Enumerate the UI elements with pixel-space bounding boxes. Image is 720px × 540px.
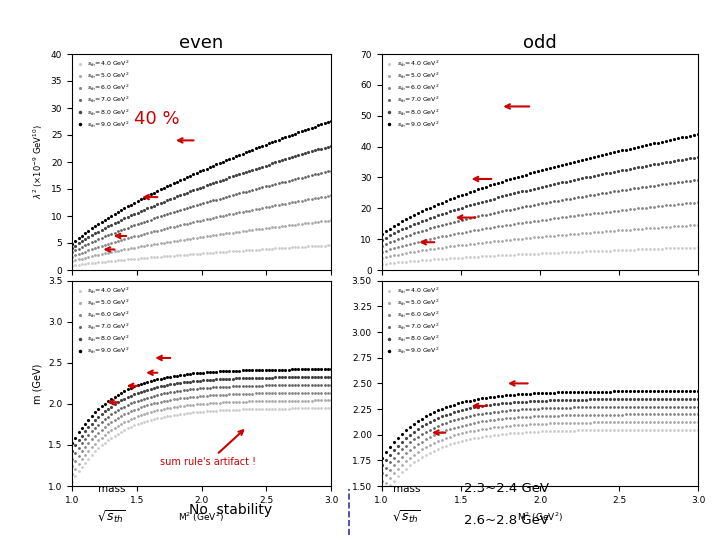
Legend: $s_{th}$=4.0 GeV$^2$, $s_{th}$=5.0 GeV$^2$, $s_{th}$=6.0 GeV$^2$, $s_{th}$=7.0 G: $s_{th}$=4.0 GeV$^2$, $s_{th}$=5.0 GeV$^… xyxy=(75,57,131,131)
Title: odd: odd xyxy=(523,35,557,52)
Text: mass: mass xyxy=(98,484,125,494)
Title: even: even xyxy=(179,35,224,52)
Legend: $s_{th}$=4.0 GeV$^2$, $s_{th}$=5.0 GeV$^2$, $s_{th}$=6.0 GeV$^2$, $s_{th}$=7.0 G: $s_{th}$=4.0 GeV$^2$, $s_{th}$=5.0 GeV$^… xyxy=(384,57,441,131)
Text: 2.3~2.4 GeV: 2.3~2.4 GeV xyxy=(464,482,549,495)
Y-axis label: $\lambda^2$ ($\times 10^{-9}$ GeV$^{10}$): $\lambda^2$ ($\times 10^{-9}$ GeV$^{10}$… xyxy=(32,125,45,199)
Text: 2.6~2.8 GeV: 2.6~2.8 GeV xyxy=(464,514,549,526)
Text: sum rule's artifact !: sum rule's artifact ! xyxy=(160,430,256,468)
Y-axis label: m (GeV): m (GeV) xyxy=(32,363,42,403)
Text: 40 %: 40 % xyxy=(134,110,180,128)
Text: $\sqrt{s_{th}}$: $\sqrt{s_{th}}$ xyxy=(97,509,126,526)
X-axis label: M$^2$ (GeV$^2$): M$^2$ (GeV$^2$) xyxy=(517,510,563,524)
Text: $\sqrt{s_{th}}$: $\sqrt{s_{th}}$ xyxy=(392,509,421,526)
Text: mass: mass xyxy=(393,484,420,494)
Legend: $s_{th}$=4.0 GeV$^2$, $s_{th}$=5.0 GeV$^2$, $s_{th}$=6.0 GeV$^2$, $s_{th}$=7.0 G: $s_{th}$=4.0 GeV$^2$, $s_{th}$=5.0 GeV$^… xyxy=(75,284,131,358)
X-axis label: M$^2$ (GeV$^2$): M$^2$ (GeV$^2$) xyxy=(179,510,225,524)
Legend: $s_{th}$=4.0 GeV$^2$, $s_{th}$=5.0 GeV$^2$, $s_{th}$=6.0 GeV$^2$, $s_{th}$=7.0 G: $s_{th}$=4.0 GeV$^2$, $s_{th}$=5.0 GeV$^… xyxy=(384,284,441,358)
Text: No  stability: No stability xyxy=(189,503,272,517)
